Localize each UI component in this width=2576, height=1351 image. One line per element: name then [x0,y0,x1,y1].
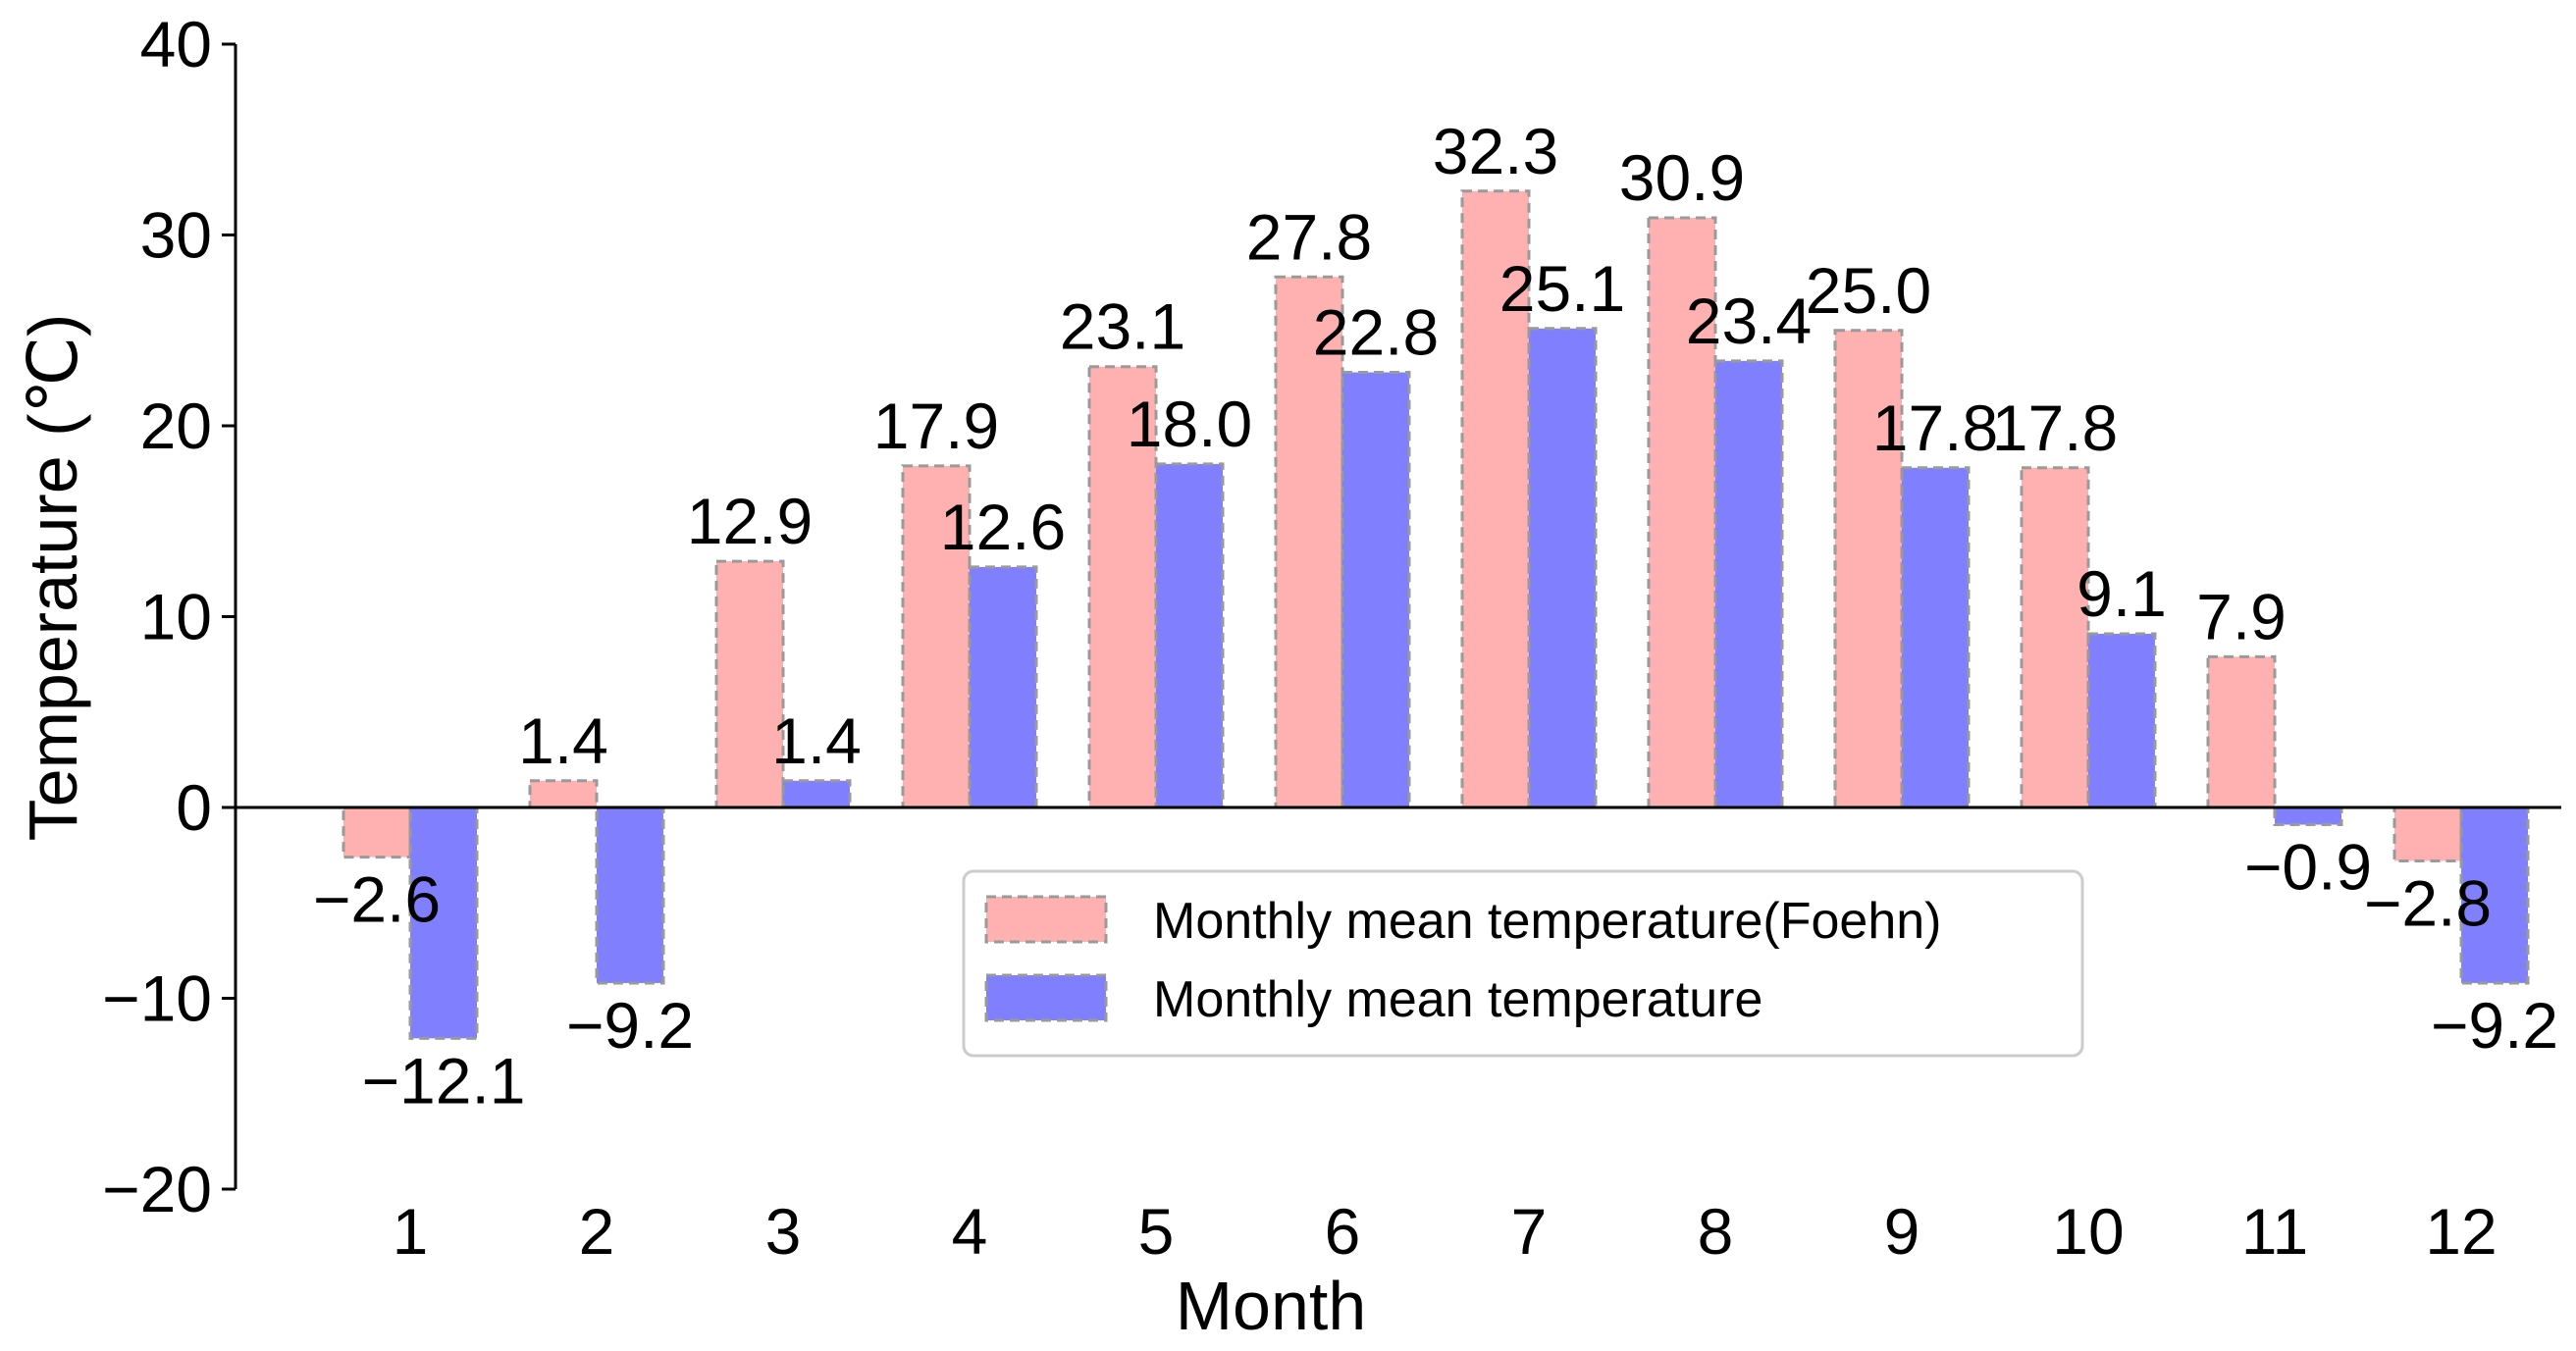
bar-foehn [901,464,972,809]
data-label-foehn: 30.9 [1619,141,1745,214]
bar-mean [1154,462,1225,809]
x-tick-label: 8 [1698,1195,1734,1268]
bar-mean [1527,327,1598,809]
legend-swatch-mean [984,973,1108,1022]
plot-area [342,189,2530,1040]
data-label-foehn: 32.3 [1433,115,1558,187]
bar-foehn [2392,805,2463,862]
data-label-mean: −9.2 [566,989,694,1062]
x-tick-label: 1 [393,1195,429,1268]
bar-foehn [2020,466,2090,809]
data-label-foehn: −2.8 [2364,866,2492,939]
x-tick-label: 7 [1511,1195,1548,1268]
data-label-foehn: 17.8 [1992,391,2118,464]
bar-foehn [1460,189,1531,809]
legend: Monthly mean temperature(Foehn) Monthly … [962,869,2084,1058]
legend-label-mean: Monthly mean temperature [1153,971,1762,1028]
data-label-mean: 17.8 [1872,391,1998,464]
y-tick-label: 30 [140,199,212,272]
bar-mean [2086,632,2157,809]
data-label-mean: −9.2 [2431,989,2558,1062]
x-tick-label: 5 [1138,1195,1175,1268]
data-label-foehn: −2.6 [313,863,441,936]
data-label-mean: 1.4 [771,704,862,777]
legend-label-foehn: Monthly mean temperature(Foehn) [1153,893,1942,950]
data-label-mean: −0.9 [2244,831,2372,904]
x-tick-label: 9 [1884,1195,1920,1268]
x-tick-label: 2 [579,1195,615,1268]
y-axis-title: Temperature (℃) [15,314,91,842]
bar-foehn [2206,654,2277,809]
x-tick-label: 3 [765,1195,802,1268]
data-label-mean: 22.8 [1313,296,1439,369]
data-label-foehn: 25.0 [1806,254,1931,327]
data-label-foehn: 23.1 [1060,290,1185,363]
bar-foehn [1087,365,1158,809]
y-tick-label: −10 [102,962,212,1035]
bar-mean [781,779,852,809]
bar-mean [2273,805,2343,827]
x-axis-ticks: 1 2 3 4 5 6 7 8 9 10 11 12 [393,1195,2497,1268]
x-tick-label: 4 [952,1195,988,1268]
x-tick-label: 11 [2241,1195,2309,1268]
data-label-foehn: 7.9 [2196,580,2287,652]
y-axis-ticks: −20 −10 0 10 20 30 40 [102,8,236,1225]
bar-foehn [528,779,599,809]
bar-mean [1900,466,1971,809]
x-tick-label: 10 [2052,1195,2124,1268]
bar-mean [968,565,1038,809]
data-labels: −2.6 1.4 12.9 17.9 23.1 27.8 32.3 30.9 25.0 17.8 7… [313,115,2558,1117]
data-label-foehn: 17.9 [873,390,999,462]
data-label-mean: 9.1 [2077,557,2167,630]
legend-frame [962,869,2084,1058]
y-tick-label: 40 [140,8,212,80]
y-tick-label: −20 [102,1153,212,1225]
y-tick-label: 20 [140,390,212,462]
bar-mean [1713,359,1784,809]
x-tick-label: 6 [1325,1195,1361,1268]
data-label-foehn: 12.9 [687,485,813,557]
data-label-foehn: 27.8 [1246,200,1372,273]
bar-mean [595,805,665,985]
data-label-mean: 18.0 [1127,388,1252,460]
data-label-mean: 12.6 [940,491,1066,563]
bar-foehn [342,805,412,859]
data-label-mean: −12.1 [362,1044,526,1117]
data-label-mean: 23.4 [1686,285,1812,357]
x-axis-title: Month [1176,1268,1367,1344]
data-label-mean: 25.1 [1499,252,1625,325]
y-tick-label: 0 [176,771,212,844]
data-label-foehn: 1.4 [518,704,608,777]
x-tick-label: 12 [2425,1195,2497,1268]
bar-mean [1341,371,1411,809]
y-tick-label: 10 [140,581,212,653]
legend-swatch-foehn [984,895,1108,944]
